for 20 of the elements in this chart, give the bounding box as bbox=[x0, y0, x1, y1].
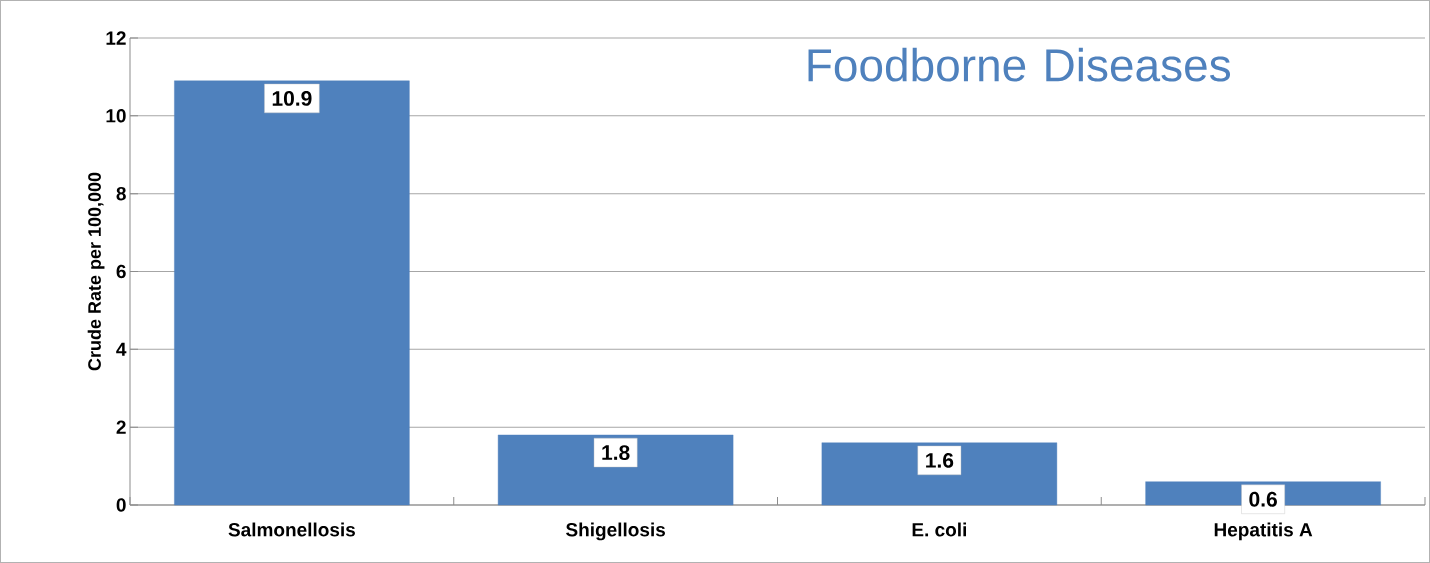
y-tick-label: 2 bbox=[116, 420, 126, 434]
y-tick-label: 10 bbox=[106, 109, 126, 123]
x-tick-label: Hepatitis A bbox=[1214, 522, 1313, 541]
y-tick-label: 6 bbox=[116, 264, 126, 279]
chart-title: Foodborne Diseases bbox=[808, 47, 1231, 82]
x-tick-label: Salmonellosis bbox=[228, 522, 355, 537]
data-label: 1.6 bbox=[926, 452, 954, 468]
bar bbox=[821, 442, 1058, 506]
bar bbox=[174, 80, 410, 506]
data-label: 0.6 bbox=[1249, 491, 1277, 507]
y-tick-label: 0 bbox=[116, 498, 126, 512]
y-axis-title: Crude Rate per 100,000 bbox=[87, 172, 105, 371]
y-tick-label: 4 bbox=[116, 342, 127, 356]
data-label: 10.9 bbox=[272, 91, 312, 106]
y-tick-label: 12 bbox=[106, 31, 126, 45]
data-label: 1.8 bbox=[602, 445, 630, 461]
y-tick-label: 8 bbox=[116, 186, 126, 201]
x-tick-label: E. coli bbox=[912, 522, 966, 537]
bar bbox=[497, 434, 734, 506]
x-tick-label: Shigellosis bbox=[566, 522, 666, 541]
